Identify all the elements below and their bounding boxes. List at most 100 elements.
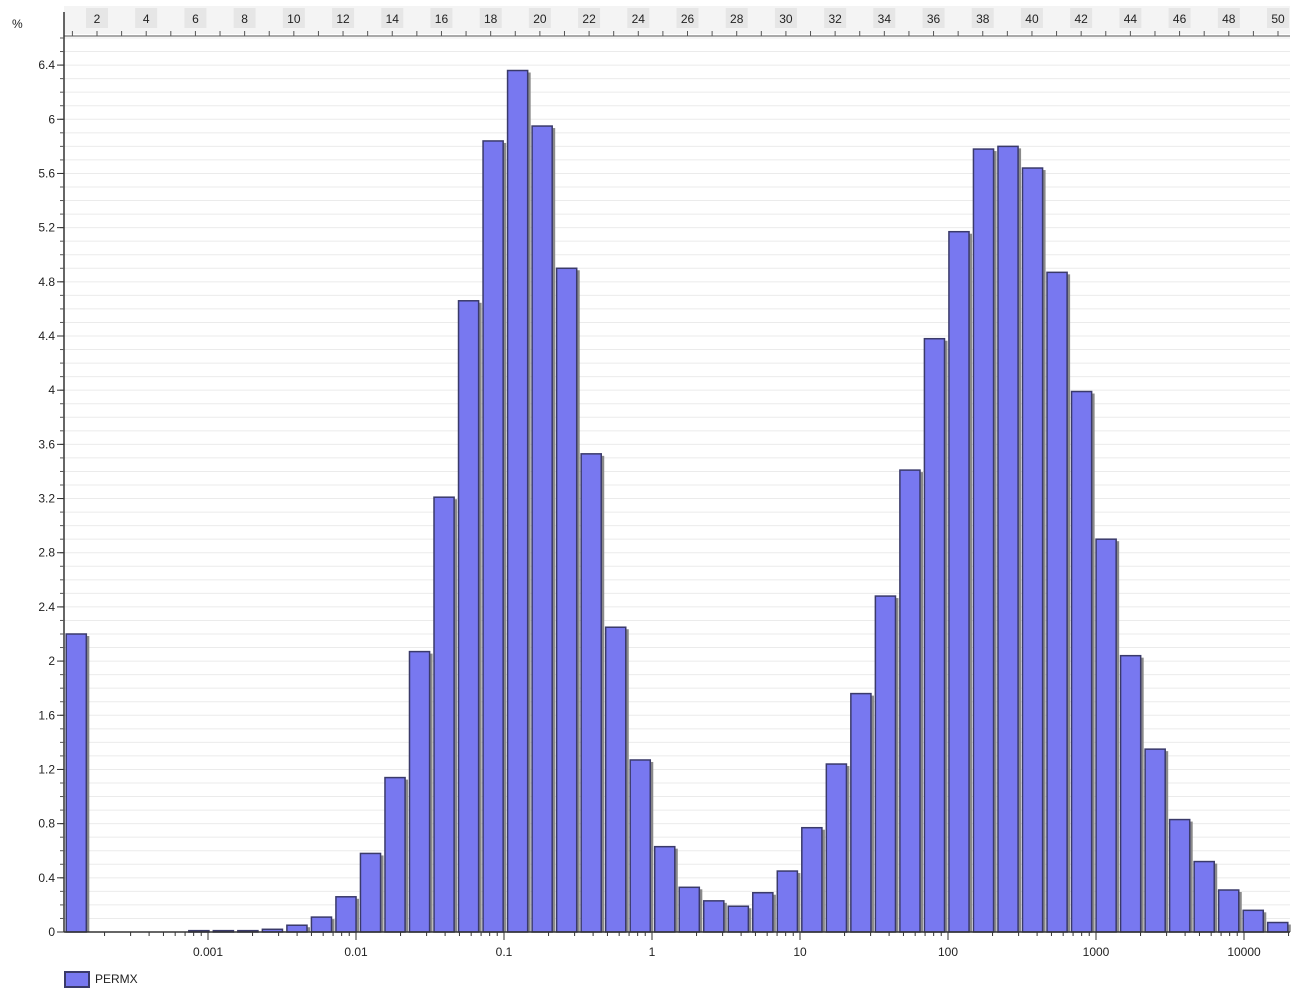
y-tick-label: 5.2 [38,221,55,235]
bar [1070,390,1093,933]
y-tick-label: 2.4 [38,600,55,614]
top-axis-label-bg [135,8,158,28]
top-axis-label-bg [627,8,650,28]
bar [727,905,750,933]
top-axis-label-bg [430,8,453,28]
bar [874,595,897,933]
bar [702,900,725,933]
y-tick-label: 0.4 [38,871,55,885]
top-axis-label-bg [1070,8,1093,28]
top-axis-label: 6 [192,12,199,26]
y-tick-label: 1.6 [38,708,55,722]
bar [629,759,652,933]
top-axis-label-bg [971,8,994,28]
top-axis-label: 24 [632,12,646,26]
top-axis-label: 46 [1173,12,1187,26]
top-axis-label: 26 [681,12,695,26]
x-tick-label: 1000 [1083,945,1110,959]
bar [580,453,602,933]
top-axis-label: 12 [336,12,350,26]
bar [948,230,970,933]
bar [776,870,799,933]
top-axis-label-bg [1217,8,1240,28]
y-tick-label: 2.8 [38,546,55,560]
top-axis-label-bg [824,8,847,28]
bar [335,896,357,933]
bar [1095,538,1117,933]
bar [310,916,333,933]
x-tick-label: 100 [938,945,958,959]
bar [433,496,455,933]
histogram-chart: 2 4 6 8 10 12 14 16 18 20 22 24 26 28 30 32 34 36 38 40 42 44… [12,6,1291,959]
bar [850,692,872,933]
top-axis-label: 8 [241,12,248,26]
top-axis-label-bg [381,8,404,28]
y-tick-label: 3.2 [38,492,55,506]
top-axis-label: 44 [1124,12,1138,26]
y-tick-label: 0 [48,925,55,939]
top-axis-label: 36 [927,12,941,26]
y-tick-label: 4.4 [38,329,55,343]
top-axis-label: 30 [779,12,793,26]
x-tick-label: 10 [793,945,807,959]
y-tick-label: 2 [48,654,55,668]
y-tick-label: 1.2 [38,762,55,776]
y-tick-label: 4 [48,383,55,397]
bar [653,845,676,933]
top-axis-label: 18 [484,12,498,26]
bar [1266,921,1289,933]
bar [825,763,848,933]
top-axis-label-bg [725,8,748,28]
bar [506,69,529,933]
top-axis-label-bg [332,8,355,28]
bar [1021,167,1044,933]
top-axis-label-bg [873,8,896,28]
bar [65,633,88,933]
bar [923,337,946,933]
top-axis-label: 42 [1074,12,1088,26]
bar [801,826,823,933]
top-axis-label-bg [774,8,797,28]
top-axis-label: 48 [1222,12,1236,26]
top-axis-label-bg [578,8,601,28]
bar [678,886,701,933]
bar [359,852,382,933]
legend-swatch-permx [64,970,90,988]
legend-label-permx: PERMX [95,972,138,986]
bar [752,891,774,933]
bar [604,626,627,933]
y-tick-label: 0.8 [38,817,55,831]
top-axis-label: 40 [1025,12,1039,26]
bar [286,924,308,933]
top-axis-label: 14 [386,12,400,26]
top-axis-label: 22 [582,12,596,26]
bar [899,469,921,933]
top-axis-label: 10 [287,12,301,26]
top-axis-label: 34 [878,12,892,26]
top-axis-label-bg [528,8,551,28]
top-axis-label-bg [184,8,207,28]
y-tick-label: 4.8 [38,275,55,289]
bar [457,300,480,933]
bar [482,140,504,933]
bar [531,125,553,933]
top-axis-label: 28 [730,12,744,26]
y-tick-label: 3.6 [38,437,55,451]
y-axis-unit-label: % [12,17,23,31]
top-axis-label: 32 [828,12,842,26]
top-axis-label-bg [86,8,108,28]
top-axis-label-bg [479,8,502,28]
x-tick-label: 0.1 [496,945,513,959]
top-axis-label: 2 [94,12,101,26]
bar [997,145,1019,933]
top-axis-label: 20 [533,12,547,26]
bar [972,148,995,933]
top-axis-label-bg [233,8,256,28]
top-axis-label-bg [1267,8,1289,28]
top-axis-label: 16 [435,12,449,26]
x-tick-label: 1 [649,945,656,959]
x-tick-label: 0.01 [344,945,368,959]
y-tick-label: 5.6 [38,166,55,180]
bar [1119,654,1142,933]
legend: PERMX [64,968,138,990]
